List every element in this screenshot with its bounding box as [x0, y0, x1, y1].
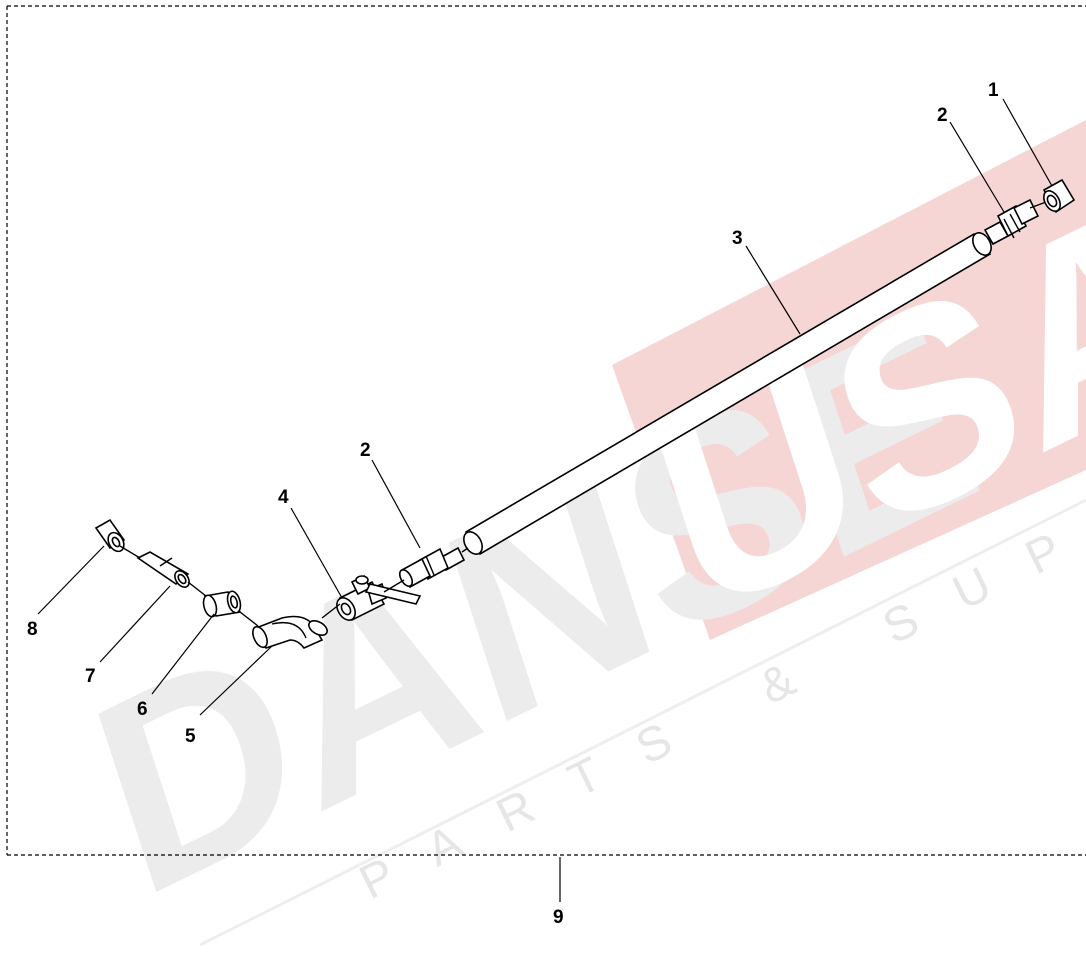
part-3-tube [463, 232, 992, 556]
part-2-fitting-upper [983, 198, 1040, 246]
watermark: DANSE USA PARTS & SUPPLIES [64, 120, 1086, 955]
callout-9: 9 [553, 907, 564, 928]
callout-3: 3 [732, 228, 743, 249]
part-4-ball-valve [336, 574, 422, 622]
watermark-underline [199, 498, 1086, 947]
callout-labels: 1 2 3 2 4 8 7 6 5 9 [27, 80, 999, 928]
callout-5: 5 [185, 726, 196, 747]
leader-lines [37, 98, 1053, 902]
callout-7: 7 [85, 666, 96, 687]
callout-6: 6 [137, 699, 148, 720]
part-2-fitting-lower [398, 546, 466, 589]
callout-4: 4 [278, 487, 289, 508]
part-7-nipple [136, 551, 190, 588]
callout-2-lower: 2 [360, 440, 371, 461]
callout-2-upper: 2 [937, 105, 948, 126]
assembly-axis [119, 545, 141, 559]
part-1-nut [1029, 178, 1076, 214]
part-6-coupling [202, 590, 242, 618]
callout-1: 1 [988, 80, 999, 101]
part-5-elbow [252, 615, 328, 649]
callout-8: 8 [27, 619, 38, 640]
assembly-frame [6, 5, 1086, 856]
